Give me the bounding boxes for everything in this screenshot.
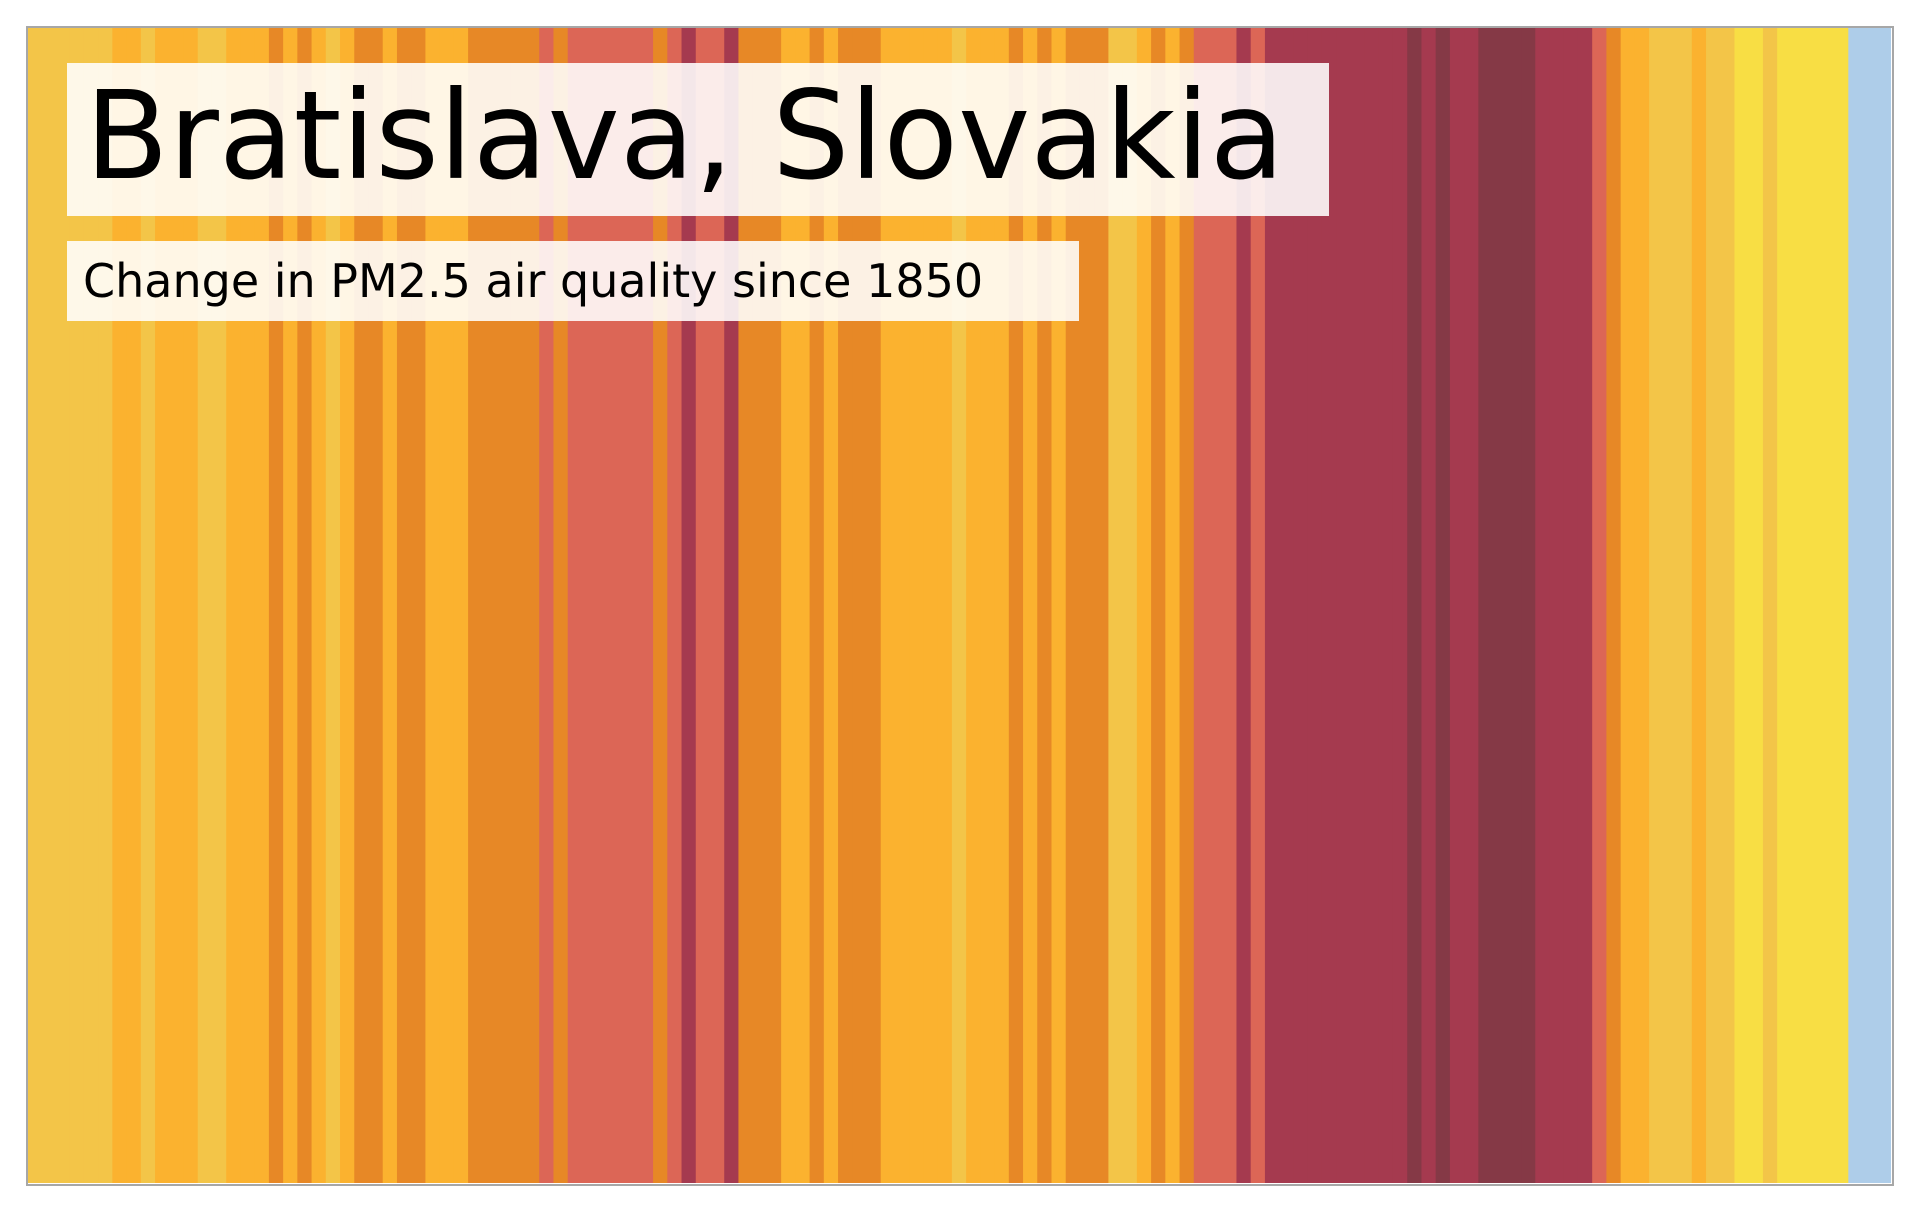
stripe: [1478, 27, 1494, 1183]
stripe: [41, 27, 57, 1183]
stripe: [1663, 27, 1679, 1183]
stripe: [1321, 27, 1337, 1183]
chart-title: Bratislava, Slovakia: [85, 64, 1285, 207]
stripe: [1421, 27, 1437, 1183]
stripe: [1079, 27, 1095, 1183]
stripe: [1777, 27, 1792, 1183]
stripe: [1563, 27, 1579, 1183]
stripe: [1521, 27, 1536, 1183]
stripe: [1151, 27, 1166, 1183]
stripe: [1492, 27, 1508, 1183]
stripe: [1805, 27, 1821, 1183]
stripe: [55, 27, 71, 1183]
stripe: [1762, 27, 1778, 1183]
stripe: [1549, 27, 1565, 1183]
stripe: [1122, 27, 1138, 1183]
stripe: [1876, 27, 1891, 1183]
stripe: [1649, 27, 1664, 1183]
stripe: [1378, 27, 1394, 1183]
stripe: [1407, 27, 1423, 1183]
stripe: [1620, 27, 1636, 1183]
stripe: [1791, 27, 1807, 1183]
stripe: [1364, 27, 1380, 1183]
stripe: [1435, 27, 1451, 1183]
stripe: [1350, 27, 1366, 1183]
subtitle-box: Change in PM2.5 air quality since 1850: [67, 241, 1079, 321]
stripe: [1279, 27, 1294, 1183]
stripe: [1094, 27, 1110, 1183]
stripe: [1222, 27, 1238, 1183]
stripe: [1691, 27, 1707, 1183]
stripe: [27, 27, 42, 1183]
chart-subtitle: Change in PM2.5 air quality since 1850: [83, 254, 984, 308]
stripe: [1179, 27, 1195, 1183]
stripe: [1506, 27, 1522, 1183]
stripe: [1392, 27, 1408, 1183]
stripe: [1634, 27, 1650, 1183]
stripe: [1834, 27, 1849, 1183]
stripe: [1336, 27, 1351, 1183]
stripe: [1236, 27, 1252, 1183]
stripe: [1535, 27, 1551, 1183]
stripe: [1464, 27, 1479, 1183]
stripe: [1577, 27, 1593, 1183]
stripe: [1677, 27, 1693, 1183]
stripe: [1748, 27, 1764, 1183]
stripe: [1706, 27, 1721, 1183]
stripe: [1136, 27, 1152, 1183]
stripe: [1862, 27, 1878, 1183]
stripe: [1720, 27, 1736, 1183]
stripe: [1449, 27, 1465, 1183]
stripe: [1108, 27, 1124, 1183]
stripe: [1307, 27, 1323, 1183]
stripe: [1208, 27, 1223, 1183]
stripe: [1293, 27, 1309, 1183]
stripe: [1848, 27, 1864, 1183]
stripe: [1606, 27, 1622, 1183]
stripe: [1819, 27, 1835, 1183]
stripe: [1165, 27, 1181, 1183]
title-box: Bratislava, Slovakia: [67, 63, 1329, 216]
stripe: [1734, 27, 1750, 1183]
stripe: [1264, 27, 1280, 1183]
stripe: [1592, 27, 1608, 1183]
stripe: [1193, 27, 1209, 1183]
stripe: [1250, 27, 1266, 1183]
